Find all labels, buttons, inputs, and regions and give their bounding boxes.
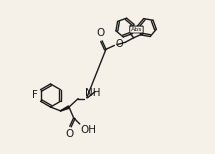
Text: O: O (115, 39, 123, 49)
Text: OH: OH (81, 125, 97, 135)
Text: NH: NH (85, 88, 101, 98)
Text: F: F (32, 90, 38, 100)
Text: O: O (97, 28, 105, 38)
Polygon shape (60, 106, 69, 111)
Text: O: O (65, 129, 74, 139)
Text: Abs: Abs (131, 27, 142, 32)
